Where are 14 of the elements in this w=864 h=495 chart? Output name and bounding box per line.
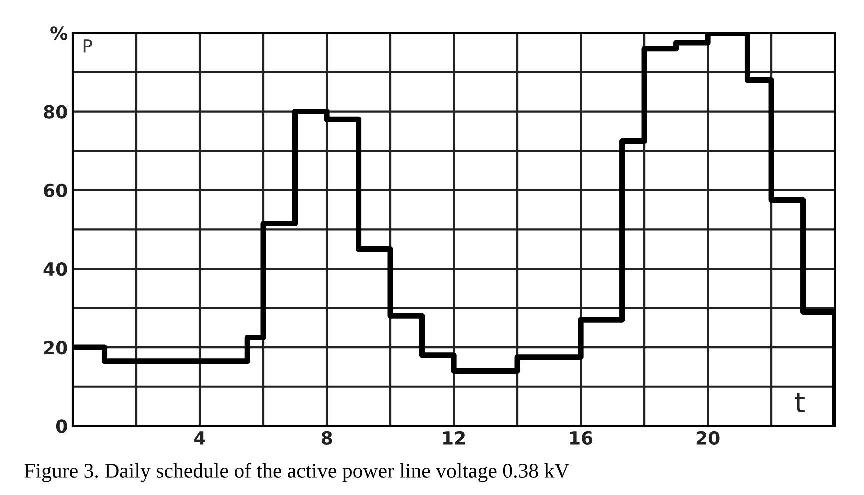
x-tick-label: 16 [570,431,593,446]
x-tick-label: 4 [194,432,206,445]
x-tick-label: 20 [696,431,720,446]
x-tick-label: 8 [322,431,332,446]
x-tick-label: 12 [444,431,466,445]
y-tick-label: 20 [44,341,68,355]
y-axis-title: P [84,40,92,53]
y-tick-label: 40 [44,262,68,276]
caption: Figure 3. Daily schedule of the active power line voltage 0.38 kV [24,463,570,482]
x-axis-title: t [795,393,805,413]
y-tick-label: 60 [44,184,68,198]
y-tick-label: % [50,26,68,40]
y-tick-label: 80 [44,105,68,119]
y-tick-label: 0 [56,420,68,434]
